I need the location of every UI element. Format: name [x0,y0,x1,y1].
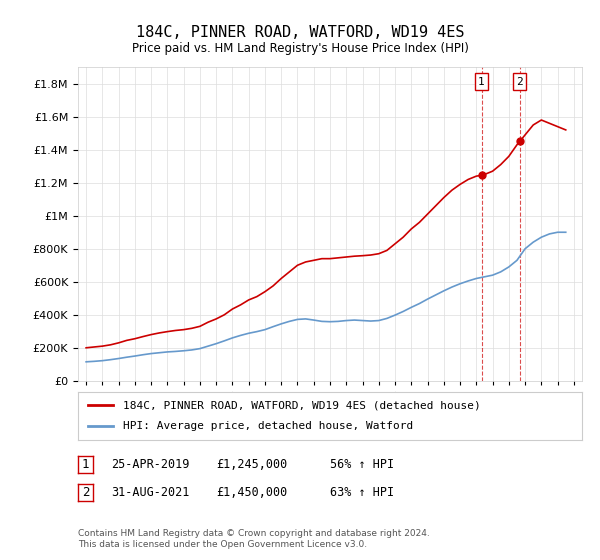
Text: £1,450,000: £1,450,000 [216,486,287,500]
Text: 1: 1 [82,458,89,472]
Text: 184C, PINNER ROAD, WATFORD, WD19 4ES: 184C, PINNER ROAD, WATFORD, WD19 4ES [136,25,464,40]
Text: Price paid vs. HM Land Registry's House Price Index (HPI): Price paid vs. HM Land Registry's House … [131,42,469,55]
Text: 56% ↑ HPI: 56% ↑ HPI [330,458,394,472]
Text: HPI: Average price, detached house, Watford: HPI: Average price, detached house, Watf… [124,421,413,431]
Text: 31-AUG-2021: 31-AUG-2021 [111,486,190,500]
Text: 184C, PINNER ROAD, WATFORD, WD19 4ES (detached house): 184C, PINNER ROAD, WATFORD, WD19 4ES (de… [124,400,481,410]
Text: 1: 1 [478,77,485,87]
Text: 2: 2 [82,486,89,500]
Text: 63% ↑ HPI: 63% ↑ HPI [330,486,394,500]
Text: 2: 2 [517,77,523,87]
Text: Contains HM Land Registry data © Crown copyright and database right 2024.
This d: Contains HM Land Registry data © Crown c… [78,529,430,549]
Text: 25-APR-2019: 25-APR-2019 [111,458,190,472]
Text: £1,245,000: £1,245,000 [216,458,287,472]
